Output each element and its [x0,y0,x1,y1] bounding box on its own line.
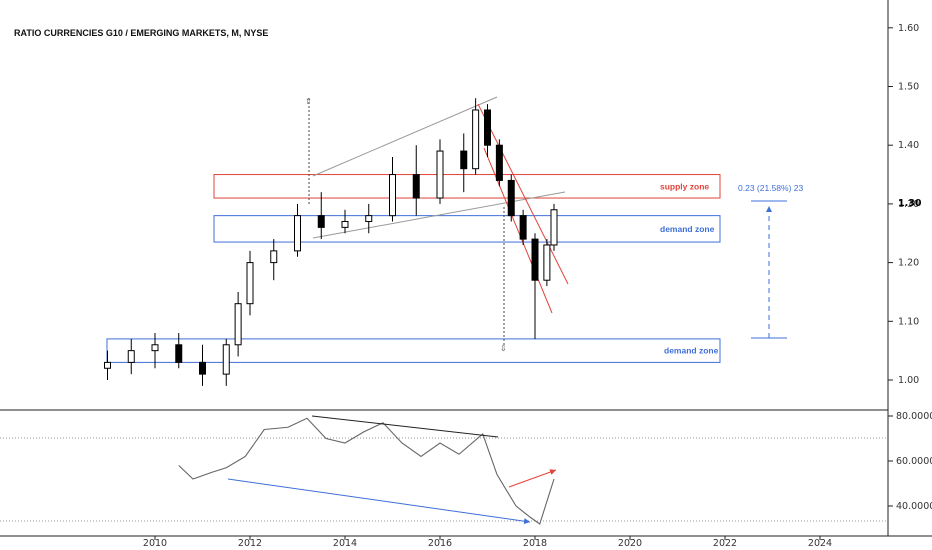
candle-body [246,262,254,305]
rsi-tick-label: 40.0000 [896,501,932,512]
candle-body [436,150,444,199]
candle-body [472,109,480,170]
time-tick-label: 2012 [238,538,262,549]
time-axis-ticks: 2010 2012 2014 2016 2018 2020 2022 2024 [143,536,832,549]
zone-box [213,215,721,243]
candle-body [270,250,278,264]
candle-body [317,215,325,228]
price-tick-label: 1.00 [898,375,919,386]
price-tick-label: 1.50 [898,82,919,93]
price-tick-label: 1.10 [898,316,919,327]
zone-label: demand zone [660,224,715,234]
price-axis-ticks: 1.60 1.50 1.40 1.30 1.20 1.10 1.00 [888,23,919,386]
time-tick-label: 2024 [808,538,832,549]
candle-body [151,344,159,352]
time-tick-label: 2014 [333,538,357,549]
candle-body [389,174,396,217]
rsi-divergence-blue-arrow [227,478,531,525]
time-tick-label: 2020 [618,538,642,549]
candle-body [484,109,491,146]
time-tick-label: 2022 [713,538,737,549]
zone-label: demand zone [664,346,719,356]
time-tick-label: 2010 [143,538,167,549]
candle-body [104,361,111,369]
dotted-arrow-down-icon: ⇩ [500,344,507,353]
candle-body [199,361,206,375]
time-tick-label: 2016 [428,538,452,549]
rsi-axis-ticks: 80.0000 60.0000 40.0000 [888,411,932,512]
price-tick-label: 1.40 [898,140,919,151]
candle-body [365,215,373,223]
candle-body [234,303,242,346]
zone-box [106,338,721,363]
rsi-divergence-top-line [311,415,499,438]
price-tick-label: 1.60 [898,23,919,34]
price-tick-label: 1.30 [898,199,919,210]
candle-body [519,215,527,240]
candle-body [495,144,503,181]
rsi-line [178,417,555,525]
dotted-arrow-up-icon: ⇧ [305,97,312,106]
candle-body [127,350,135,363]
rsi-tick-label: 80.0000 [896,411,932,422]
zones-layer: supply zone demand zone demand zone [106,174,721,363]
candle-body [175,344,183,363]
channel-lower-line [483,147,553,314]
rsi-tick-label: 60.0000 [896,456,932,467]
wedge-upper-trendline [312,96,498,177]
candle-body [507,179,515,217]
rsi-divergence-red-arrow [508,469,557,488]
drawings-layer: ⇧ ⇩ 0.23 (21.58%) 23 [305,96,803,353]
candle-body [531,238,539,281]
candle-body [543,244,551,281]
zone-box [213,174,721,199]
channel-upper-line [477,103,569,285]
candle-body [460,150,468,170]
zone-label: supply zone [660,181,709,191]
candle-body [550,209,558,246]
candle-body [222,344,230,375]
price-tick-label: 1.20 [898,258,919,269]
measure-label: 0.23 (21.58%) 23 [738,183,803,193]
time-tick-label: 2018 [523,538,547,549]
candles-layer [104,98,558,386]
candle-body [294,215,301,252]
chart-title: RATIO CURRENCIES G10 / EMERGING MARKETS,… [14,28,268,38]
candle-body [341,221,349,228]
current-price-label: 1.30 [898,198,922,209]
candle-body [412,174,420,199]
wedge-lower-trendline [312,191,566,239]
